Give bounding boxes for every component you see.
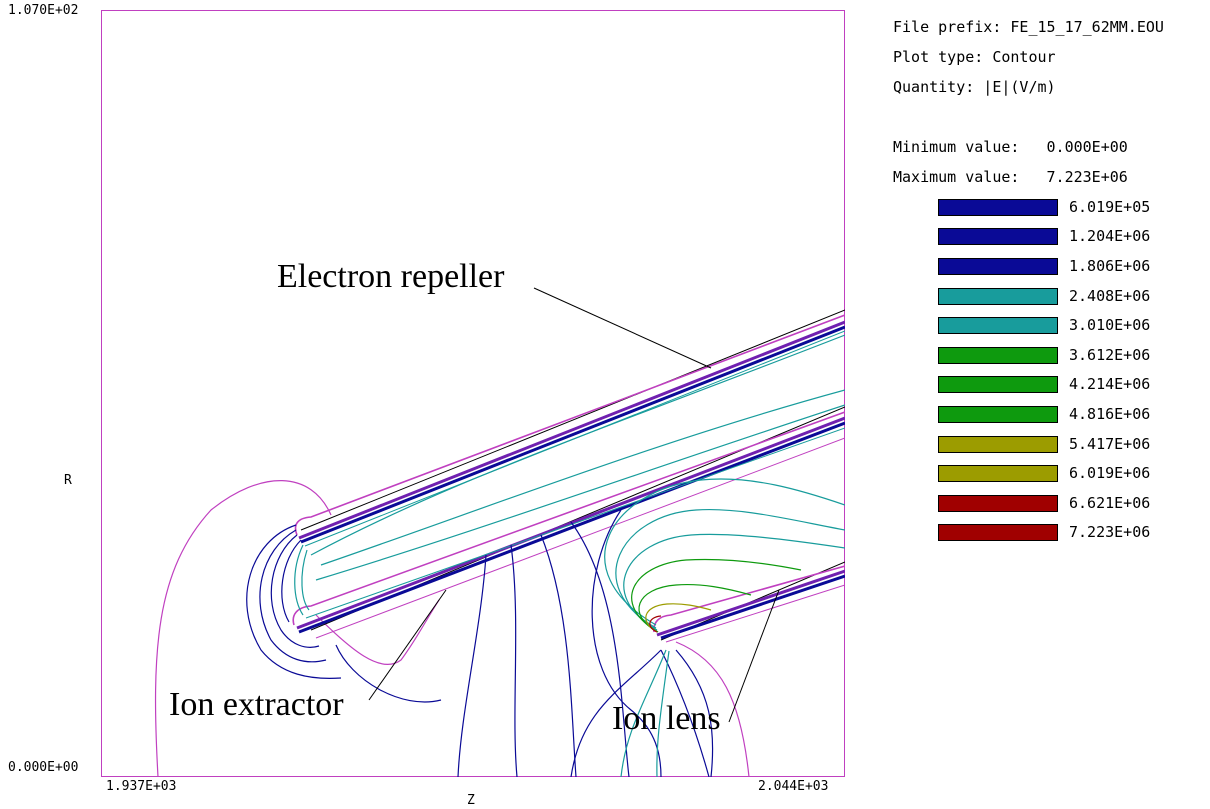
legend-swatch	[938, 436, 1058, 453]
r-axis-label: R	[64, 473, 72, 488]
legend-value: 2.408E+06	[1069, 287, 1151, 305]
legend-swatch	[938, 406, 1058, 423]
legend-value: 3.612E+06	[1069, 346, 1151, 364]
plot-type-text: Plot type: Contour	[893, 48, 1056, 66]
z-min-tick: 1.937E+03	[106, 779, 177, 794]
legend-swatch	[938, 199, 1058, 216]
field-contour-plot	[154, 287, 845, 777]
gap-contours	[310, 334, 845, 581]
legend-value: 6.621E+06	[1069, 494, 1151, 512]
legend-value: 1.204E+06	[1069, 227, 1151, 245]
legend-value: 6.019E+06	[1069, 464, 1151, 482]
legend-value: 3.010E+06	[1069, 316, 1151, 334]
r-max-tick: 1.070E+02	[8, 3, 79, 18]
ion-extractor-leader	[368, 589, 447, 701]
ion-lens-leader	[728, 589, 780, 723]
legend-swatch	[938, 347, 1058, 364]
outer-contour	[154, 480, 332, 777]
electron-repeller-leader	[533, 287, 712, 369]
legend-swatch	[938, 376, 1058, 393]
electron-repeller-electrode	[294, 309, 845, 547]
z-max-tick: 2.044E+03	[758, 779, 829, 794]
plot-frame	[101, 10, 845, 777]
extractor-cyan-contours	[294, 544, 310, 616]
legend-swatch	[938, 288, 1058, 305]
legend-swatch	[938, 465, 1058, 482]
legend-value: 7.223E+06	[1069, 523, 1151, 541]
legend-value: 4.816E+06	[1069, 405, 1151, 423]
legend-swatch	[938, 317, 1058, 334]
ion-lens-annotation: Ion lens	[612, 700, 721, 737]
quantity-text: Quantity: |E|(V/m)	[893, 78, 1056, 96]
legend-swatch	[938, 524, 1058, 541]
legend-value: 6.019E+05	[1069, 198, 1151, 216]
electron-repeller-annotation: Electron repeller	[277, 258, 505, 295]
legend-swatch	[938, 258, 1058, 275]
ion-lens-electrode	[653, 561, 845, 643]
r-min-tick: 0.000E+00	[8, 760, 79, 775]
minimum-value-text: Minimum value: 0.000E+00	[893, 138, 1128, 156]
legend-value: 5.417E+06	[1069, 435, 1151, 453]
maximum-value-text: Maximum value: 7.223E+06	[893, 168, 1128, 186]
extractor-loop-contour	[315, 599, 440, 665]
legend-value: 4.214E+06	[1069, 375, 1151, 393]
file-prefix-text: File prefix: FE_15_17_62MM.EOU	[893, 18, 1164, 36]
legend-value: 1.806E+06	[1069, 257, 1151, 275]
lens-outer-contour	[675, 641, 750, 777]
legend-swatch	[938, 495, 1058, 512]
lens-tip-contours	[570, 478, 845, 777]
extractor-tip-contours	[246, 524, 442, 703]
ion-extractor-annotation: Ion extractor	[169, 686, 344, 723]
legend-swatch	[938, 228, 1058, 245]
z-axis-label: Z	[467, 793, 475, 808]
